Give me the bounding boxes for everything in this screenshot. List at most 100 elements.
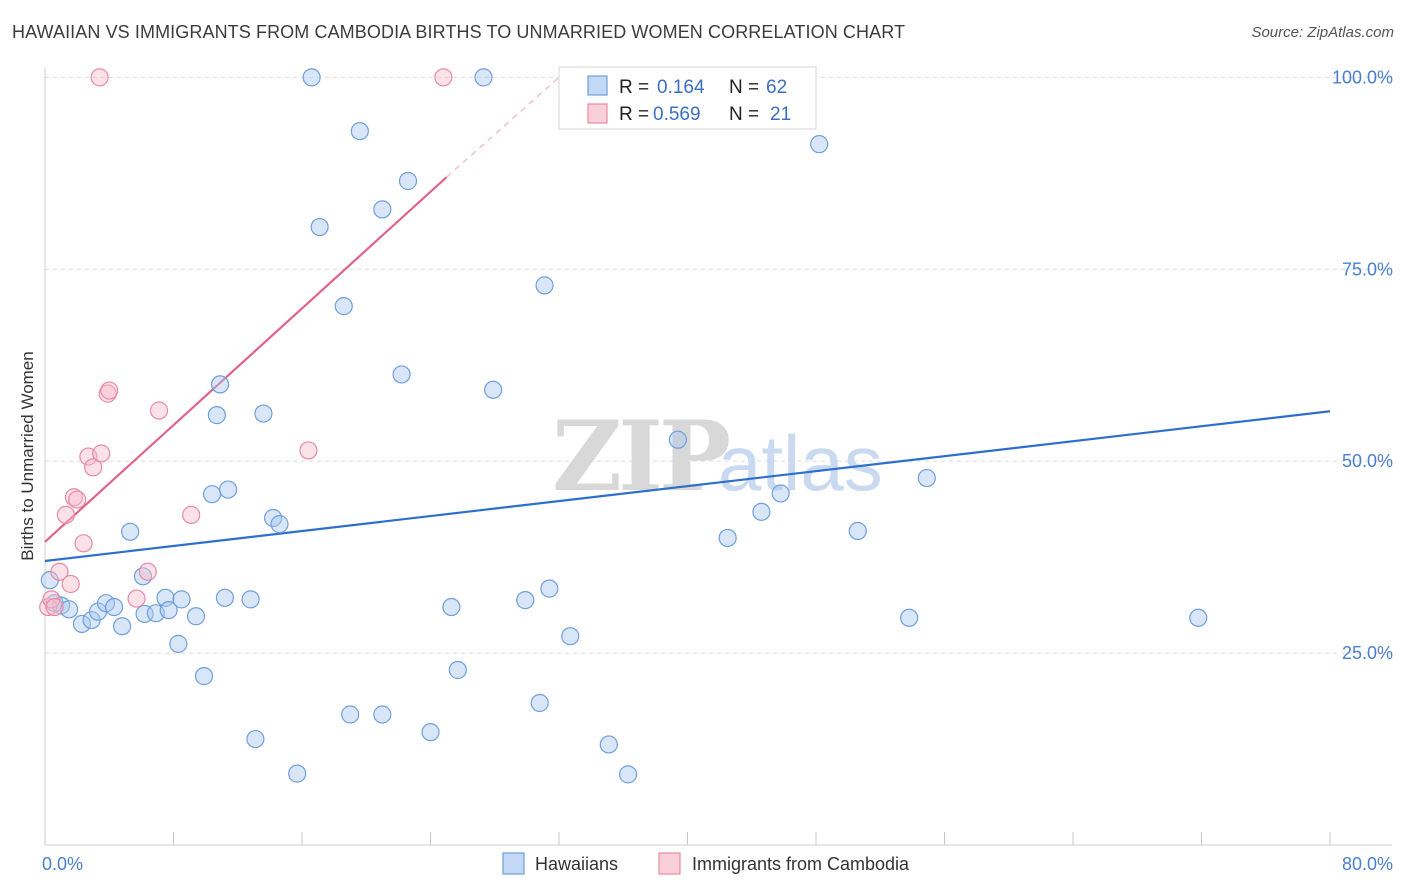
cambodia-point-4: [56, 505, 75, 525]
y-tick-label-3: 100.0%: [1332, 67, 1393, 87]
cambodia-point-11: [92, 444, 111, 463]
hawaiian-point-32: [310, 217, 329, 237]
hawaiian-point-25: [241, 590, 260, 609]
legend: Hawaiians Immigrants from Cambodia: [502, 852, 910, 875]
hawaiian-point-55: [752, 502, 771, 521]
watermark-atlas-text: atlas: [718, 419, 883, 507]
y-tick-label-2: 75.0%: [1342, 259, 1393, 279]
hawaiian-point-61: [1189, 608, 1208, 627]
hawaiian-point-59: [900, 608, 919, 627]
stats-r-label-hawaiians: R =: [619, 77, 649, 98]
stats-swatch-hawaiians: [587, 75, 608, 96]
trend-line-0: [44, 410, 1331, 563]
stats-swatch-cambodia: [587, 103, 608, 124]
hawaiian-point-30: [288, 764, 307, 783]
hawaiian-point-54: [718, 528, 737, 548]
hawaiian-point-18: [186, 607, 206, 626]
trend-lines: [44, 76, 1331, 563]
cambodia-point-2: [45, 597, 64, 617]
cambodia-point-14: [127, 589, 146, 608]
stats-r-value-cambodia: 0.569: [653, 104, 701, 125]
hawaiian-point-31: [302, 68, 321, 87]
hawaiian-point-34: [341, 705, 360, 724]
cambodia-point-19: [90, 68, 109, 87]
hawaiian-point-60: [917, 468, 936, 488]
cambodia-point-12: [98, 384, 117, 403]
stats-n-label-cambodia: N =: [729, 104, 759, 125]
stats-r-value-hawaiians: 0.164: [657, 77, 705, 98]
stats-box: R = 0.164 N = 62 R = 0.569 N = 21: [558, 66, 817, 130]
hawaiian-point-17: [172, 590, 191, 609]
hawaiian-point-27: [254, 404, 273, 423]
cambodia-point-3: [50, 562, 69, 581]
cambodia-point-17: [182, 505, 201, 525]
watermark: ZIP atlas: [552, 400, 883, 513]
hawaiian-point-9: [112, 617, 132, 636]
stats-n-value-hawaiians: 62: [766, 77, 787, 98]
hawaiian-point-40: [421, 723, 440, 742]
hawaiian-point-22: [210, 375, 230, 394]
hawaiian-point-57: [810, 135, 829, 154]
legend-label-cambodia: Immigrants from Cambodia: [692, 854, 910, 874]
y-tick-label-1: 50.0%: [1342, 451, 1393, 471]
hawaiian-point-58: [848, 521, 867, 541]
cambodia-point-7: [68, 490, 87, 509]
trend-line-1: [44, 176, 448, 543]
hawaiian-point-41: [442, 597, 461, 617]
cambodia-point-15: [138, 562, 157, 581]
y-tick-label-0: 25.0%: [1342, 643, 1393, 663]
hawaiian-point-23: [215, 588, 234, 607]
stats-n-value-cambodia: 21: [770, 104, 791, 125]
x-tick-label-1: 80.0%: [1342, 854, 1393, 874]
cambodia-point-8: [74, 534, 93, 553]
legend-swatch-cambodia: [658, 852, 681, 875]
trend-line-extension-1: [446, 76, 560, 178]
axes: [44, 67, 1392, 846]
hawaiian-point-26: [246, 729, 265, 749]
hawaiian-point-24: [219, 480, 238, 499]
hawaiian-point-45: [516, 591, 535, 610]
hawaiian-point-53: [668, 430, 687, 449]
hawaiian-point-8: [104, 597, 124, 617]
hawaiian-point-39: [398, 171, 418, 191]
hawaiian-point-4: [72, 614, 92, 634]
hawaiian-point-48: [540, 579, 559, 598]
hawaiian-point-19: [194, 667, 214, 686]
stats-r-label-cambodia: R =: [619, 104, 649, 125]
x-tick-labels: 0.0% 80.0%: [42, 854, 1393, 874]
cambodia-point-13: [100, 381, 119, 400]
hawaiian-point-35: [350, 121, 369, 141]
hawaiian-point-37: [373, 705, 392, 724]
hawaiian-point-51: [599, 735, 618, 754]
hawaiian-point-33: [334, 297, 353, 316]
cambodia-point-5: [61, 574, 80, 594]
cambodia-point-18: [299, 441, 318, 460]
grid-lines: [45, 76, 1392, 654]
y-axis-title: Births to Unmarried Women: [18, 351, 37, 560]
hawaiian-point-36: [373, 200, 392, 219]
hawaiian-point-29: [270, 515, 289, 534]
x-tick-label-0: 0.0%: [42, 854, 83, 874]
hawaiian-point-38: [392, 365, 411, 384]
cambodia-point-6: [64, 488, 84, 507]
hawaiian-point-46: [530, 693, 549, 713]
legend-label-hawaiians: Hawaiians: [535, 854, 618, 874]
hawaiian-point-44: [484, 380, 503, 399]
hawaiian-point-15: [159, 600, 178, 620]
cambodia-point-20: [434, 68, 453, 87]
hawaiian-point-3: [59, 600, 79, 619]
data-points: [39, 68, 1208, 784]
hawaiian-point-43: [474, 68, 493, 87]
hawaiian-point-49: [561, 627, 580, 646]
chart-title: HAWAIIAN VS IMMIGRANTS FROM CAMBODIA BIR…: [12, 22, 906, 42]
source-label: Source: ZipAtlas.com: [1251, 24, 1394, 41]
hawaiian-point-21: [207, 406, 226, 425]
hawaiian-point-56: [771, 484, 790, 503]
cambodia-point-16: [149, 401, 169, 420]
hawaiian-point-16: [169, 634, 188, 653]
hawaiian-point-20: [202, 485, 222, 504]
hawaiian-point-10: [121, 522, 140, 541]
legend-swatch-hawaiians: [502, 852, 525, 875]
hawaiian-point-47: [535, 276, 554, 295]
